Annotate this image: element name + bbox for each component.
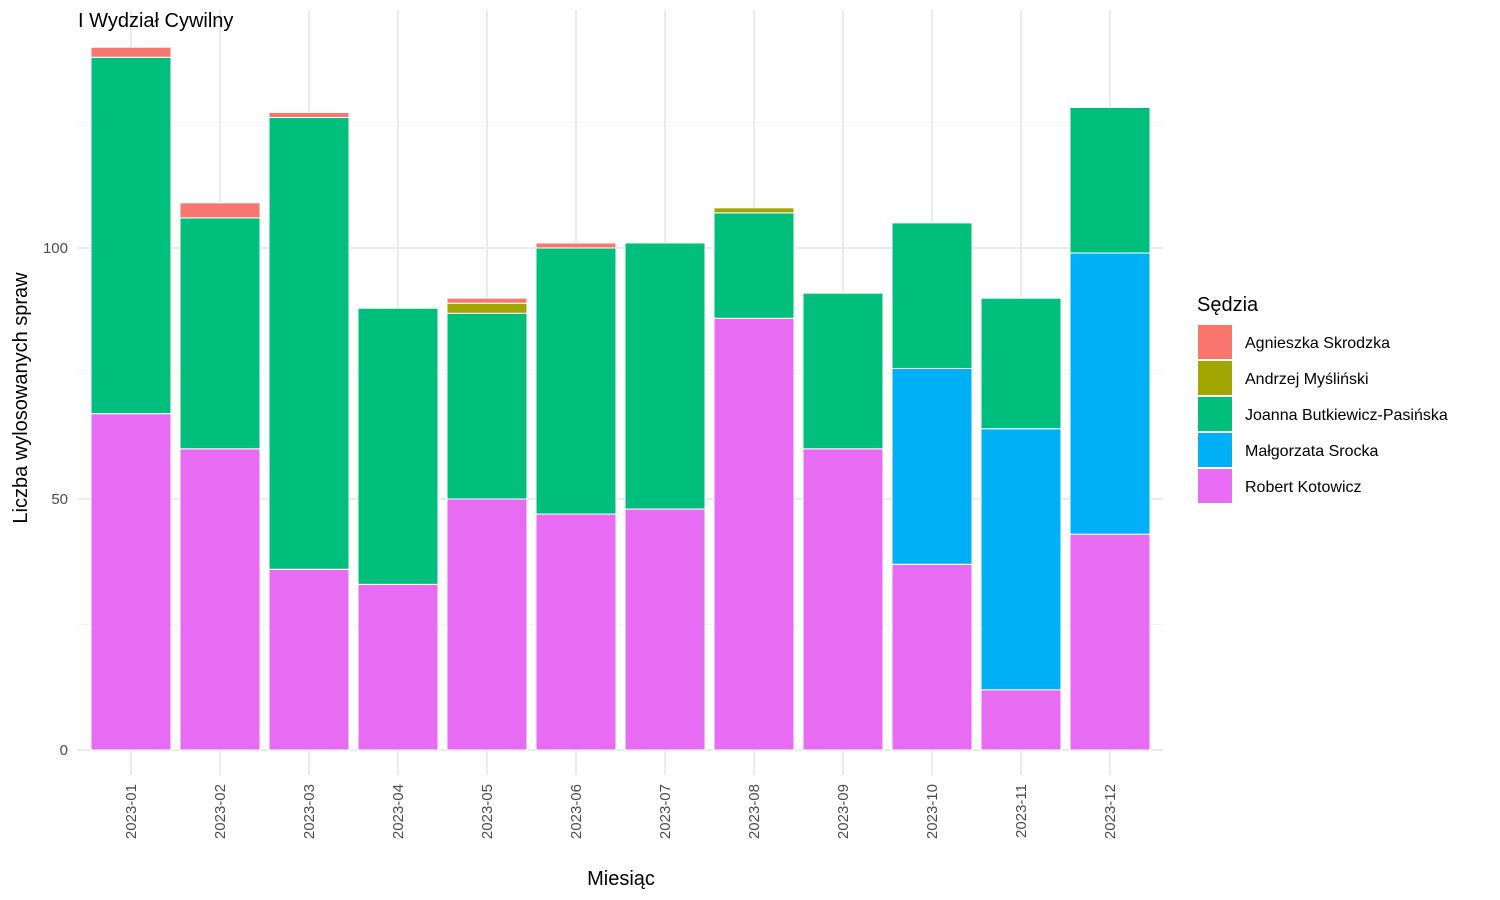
bar-segment xyxy=(268,111,350,118)
y-axis-ticks: 0 50 100 xyxy=(43,240,68,759)
x-tick-label: 2023-12 xyxy=(1102,784,1119,839)
bar-segment xyxy=(357,307,439,585)
legend-key xyxy=(1198,397,1232,431)
bar-segment xyxy=(980,428,1062,691)
bar-segment xyxy=(980,297,1062,430)
x-tick-label: 2023-03 xyxy=(301,784,318,839)
bar-segment xyxy=(1069,106,1151,254)
y-tick-label: 50 xyxy=(51,491,68,508)
bar-segment xyxy=(179,202,261,219)
bar-segment xyxy=(535,242,617,249)
bar-segment xyxy=(446,498,528,751)
bar-segment xyxy=(624,242,706,510)
legend-label: Robert Kotowicz xyxy=(1245,479,1362,496)
x-axis-ticks: 2023-01 2023-02 2023-03 2023-04 2023-05 2023-… xyxy=(123,784,1119,839)
bar-segment xyxy=(1069,252,1151,535)
legend-key xyxy=(1198,433,1232,467)
x-tick-label: 2023-05 xyxy=(479,784,496,839)
legend-key xyxy=(1198,469,1232,503)
bar-segment xyxy=(802,448,884,751)
x-tick-label: 2023-09 xyxy=(835,784,852,839)
legend-label: Andrzej Myśliński xyxy=(1245,371,1369,388)
bar-segment xyxy=(90,46,172,58)
x-tick-label: 2023-01 xyxy=(123,784,140,839)
bar-segment xyxy=(802,292,884,450)
bar-segment xyxy=(891,563,973,751)
legend-title: Sędzia xyxy=(1197,294,1259,316)
x-tick-label: 2023-08 xyxy=(746,784,763,839)
x-tick-label: 2023-07 xyxy=(657,784,674,839)
y-tick-label: 100 xyxy=(43,240,68,257)
x-tick-label: 2023-11 xyxy=(1013,784,1030,838)
bar-segment xyxy=(357,583,439,751)
y-axis-title: Liczba wylosowanych spraw xyxy=(10,272,32,524)
bar-stacks xyxy=(90,46,1151,751)
bar-segment xyxy=(891,367,973,565)
legend-label: Agnieszka Skrodzka xyxy=(1245,335,1390,352)
bar-segment xyxy=(980,689,1062,751)
x-tick-label: 2023-04 xyxy=(390,784,407,839)
bar-segment xyxy=(90,413,172,751)
bar-segment xyxy=(713,212,795,319)
x-tick-label: 2023-06 xyxy=(568,784,585,839)
x-tick-label: 2023-02 xyxy=(212,784,229,839)
legend-label: Małgorzata Srocka xyxy=(1245,443,1378,460)
bar-segment xyxy=(713,317,795,751)
legend-label: Joanna Butkiewicz-Pasińska xyxy=(1245,407,1448,424)
bar-segment xyxy=(90,56,172,415)
bar-segment xyxy=(624,508,706,751)
bar-segment xyxy=(713,207,795,214)
bar-segment xyxy=(179,448,261,751)
legend-key xyxy=(1198,325,1232,359)
bar-segment xyxy=(535,247,617,515)
bar-segment xyxy=(1069,533,1151,751)
bar-segment xyxy=(446,312,528,500)
bar-segment xyxy=(446,302,528,314)
bar-segment xyxy=(268,568,350,751)
bar-segment xyxy=(179,217,261,450)
bar-segment xyxy=(535,513,617,751)
bar-segment xyxy=(268,116,350,570)
chart-title: I Wydział Cywilny xyxy=(78,10,233,32)
x-axis-title: Miesiąc xyxy=(587,868,655,890)
legend: Sędzia Agnieszka Skrodzka Andrzej Myślińs… xyxy=(1197,294,1448,503)
legend-key xyxy=(1198,361,1232,395)
y-tick-label: 0 xyxy=(60,742,68,759)
bar-segment xyxy=(446,297,528,304)
bar-segment xyxy=(891,222,973,369)
x-tick-label: 2023-10 xyxy=(924,784,941,839)
